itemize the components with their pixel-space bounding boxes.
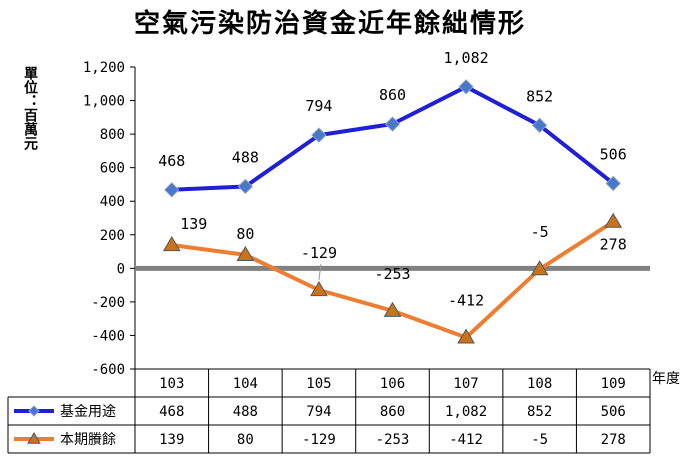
table-cell: 80 bbox=[237, 432, 254, 448]
y-tick-label: -400 bbox=[91, 328, 125, 344]
y-tick-label: 1,000 bbox=[83, 94, 125, 110]
data-point-diamond bbox=[605, 175, 621, 192]
data-point-triangle bbox=[530, 260, 549, 276]
data-label: 852 bbox=[526, 87, 553, 105]
legend-label: 基金用途 bbox=[60, 403, 116, 420]
table-cell: -5 bbox=[531, 432, 548, 448]
legend-label: 本期賸餘 bbox=[60, 431, 116, 448]
data-label: -129 bbox=[301, 244, 337, 262]
data-label: 1,082 bbox=[443, 49, 488, 67]
data-point-triangle bbox=[162, 236, 181, 252]
data-point-diamond bbox=[164, 182, 180, 198]
y-tick-label: 0 bbox=[117, 261, 125, 277]
data-point-diamond bbox=[384, 116, 401, 132]
y-tick-label: 200 bbox=[100, 228, 125, 244]
data-point-diamond bbox=[237, 178, 254, 195]
table-cell: 278 bbox=[601, 432, 626, 448]
data-label: 860 bbox=[379, 86, 406, 104]
data-label: 488 bbox=[232, 148, 259, 166]
data-label: 506 bbox=[600, 145, 627, 163]
data-point-triangle bbox=[310, 280, 328, 297]
data-label: 278 bbox=[600, 236, 627, 254]
data-point-triangle bbox=[383, 301, 402, 317]
table-cell: -253 bbox=[376, 432, 410, 448]
data-label: 794 bbox=[305, 97, 332, 115]
chart-title: 空氣污染防治資金近年餘絀情形 bbox=[134, 8, 526, 39]
data-label: 80 bbox=[236, 225, 254, 243]
x-tick-label: 105 bbox=[306, 376, 331, 392]
data-point-triangle bbox=[604, 212, 623, 228]
data-point-diamond bbox=[311, 127, 327, 143]
data-label: 468 bbox=[158, 152, 185, 170]
data-point-triangle bbox=[236, 245, 255, 262]
data-point-diamond bbox=[531, 117, 548, 134]
table-cell: 139 bbox=[159, 432, 184, 448]
table-cell: 794 bbox=[306, 404, 331, 420]
table-cell: 506 bbox=[601, 404, 626, 420]
legend-marker-triangle bbox=[27, 432, 41, 444]
x-tick-label: 104 bbox=[233, 376, 258, 392]
plot-area: -600 -400 -200 0 200 400 600 800 1,000 1,200 468 48… bbox=[83, 49, 650, 378]
y-tick-label: -200 bbox=[91, 295, 125, 311]
y-tick-label: 800 bbox=[100, 127, 125, 143]
table-cell: 488 bbox=[233, 404, 258, 420]
table-cell: 860 bbox=[380, 404, 405, 420]
data-point-triangle bbox=[457, 328, 475, 344]
y-tick-label: 600 bbox=[100, 161, 125, 177]
y-tick-label: 1,200 bbox=[83, 60, 125, 76]
x-tick-label: 103 bbox=[159, 376, 184, 392]
x-tick-label: 108 bbox=[527, 376, 552, 392]
x-tick-label: 109 bbox=[601, 376, 626, 392]
table-cell: 468 bbox=[159, 404, 184, 420]
label-leader-line bbox=[318, 263, 322, 281]
x-axis-label: 年度 bbox=[652, 371, 680, 387]
table-cell: 1,082 bbox=[445, 404, 487, 420]
data-label: -5 bbox=[531, 223, 549, 241]
data-label: -412 bbox=[448, 291, 484, 309]
x-tick-label: 106 bbox=[380, 376, 405, 392]
x-tick-label: 107 bbox=[453, 376, 478, 392]
legend-marker-diamond bbox=[28, 405, 40, 417]
data-point-diamond bbox=[458, 79, 474, 95]
y-axis-unit-label: 單位：百萬元 bbox=[22, 66, 38, 151]
data-table: 103 104 105 106 107 108 109 基金用途 468 488 794 860 1,0… bbox=[7, 368, 651, 454]
y-tick-label: 400 bbox=[100, 194, 125, 210]
table-cell: 852 bbox=[527, 404, 552, 420]
data-label: 139 bbox=[180, 215, 207, 233]
y-tick-label: -600 bbox=[91, 362, 125, 378]
table-cell: -129 bbox=[302, 432, 336, 448]
table-cell: -412 bbox=[449, 432, 483, 448]
data-label: -253 bbox=[374, 265, 410, 283]
